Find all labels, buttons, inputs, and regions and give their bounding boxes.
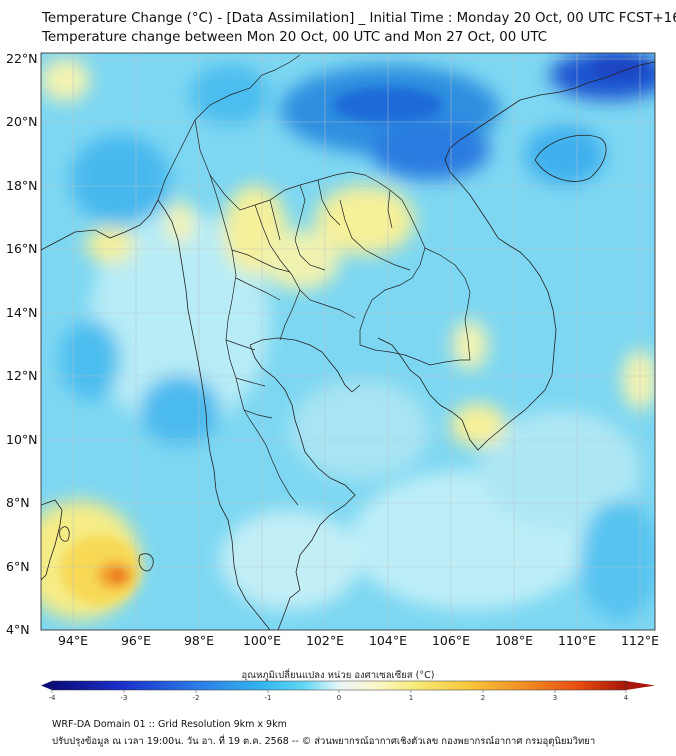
lon-label-94: 94°E xyxy=(57,633,89,648)
lon-label-100: 100°E xyxy=(242,633,281,648)
footer-domain-info: WRF-DA Domain 01 :: Grid Resolution 9km … xyxy=(52,719,287,730)
map-frame xyxy=(40,52,656,631)
lat-label-8: 8°N xyxy=(6,495,30,510)
lat-label-16: 16°N xyxy=(6,241,38,256)
graticule xyxy=(41,53,655,630)
footer-credit: ปรับปรุงข้อมูล ณ เวลา 19:00น. วัน อา. ที… xyxy=(52,736,596,747)
borders xyxy=(157,54,471,506)
colorbar xyxy=(41,680,655,693)
colorbar-tick: -2 xyxy=(192,694,200,702)
colorbar-tick: 4 xyxy=(623,694,629,702)
lat-label-4: 4°N xyxy=(6,622,30,637)
lon-label-98: 98°E xyxy=(183,633,215,648)
colorbar-tick: 3 xyxy=(552,694,558,702)
lon-label-108: 108°E xyxy=(494,633,533,648)
colorbar-tick: 1 xyxy=(408,694,414,702)
lon-label-102: 102°E xyxy=(305,633,344,648)
colorbar-tick: -1 xyxy=(264,694,272,702)
lat-label-6: 6°N xyxy=(6,559,30,574)
coastlines xyxy=(41,61,655,630)
lat-label-22: 22°N xyxy=(6,51,38,66)
map-subtitle: Temperature change between Mon 20 Oct, 0… xyxy=(42,30,548,45)
colorbar-title: อุณหภูมิเปลี่ยนแปลง หน่วย องศาเซลเซียส (… xyxy=(241,670,435,681)
lat-label-12: 12°N xyxy=(6,368,38,383)
colorbar-tick: 0 xyxy=(336,694,342,702)
colorbar-tick: -3 xyxy=(120,694,128,702)
colorbar-tick: -4 xyxy=(48,694,56,702)
lon-label-96: 96°E xyxy=(120,633,152,648)
lon-label-106: 106°E xyxy=(431,633,470,648)
lat-label-20: 20°N xyxy=(6,114,38,129)
lat-label-14: 14°N xyxy=(6,305,38,320)
map-title: Temperature Change (°C) - [Data Assimila… xyxy=(42,11,676,26)
lon-label-110: 110°E xyxy=(557,633,596,648)
temperature-field xyxy=(41,53,655,630)
lon-label-112: 112°E xyxy=(620,633,659,648)
colorbar-tick: 2 xyxy=(480,694,486,702)
lat-label-10: 10°N xyxy=(6,432,38,447)
lon-label-104: 104°E xyxy=(368,633,407,648)
lat-label-18: 18°N xyxy=(6,178,38,193)
